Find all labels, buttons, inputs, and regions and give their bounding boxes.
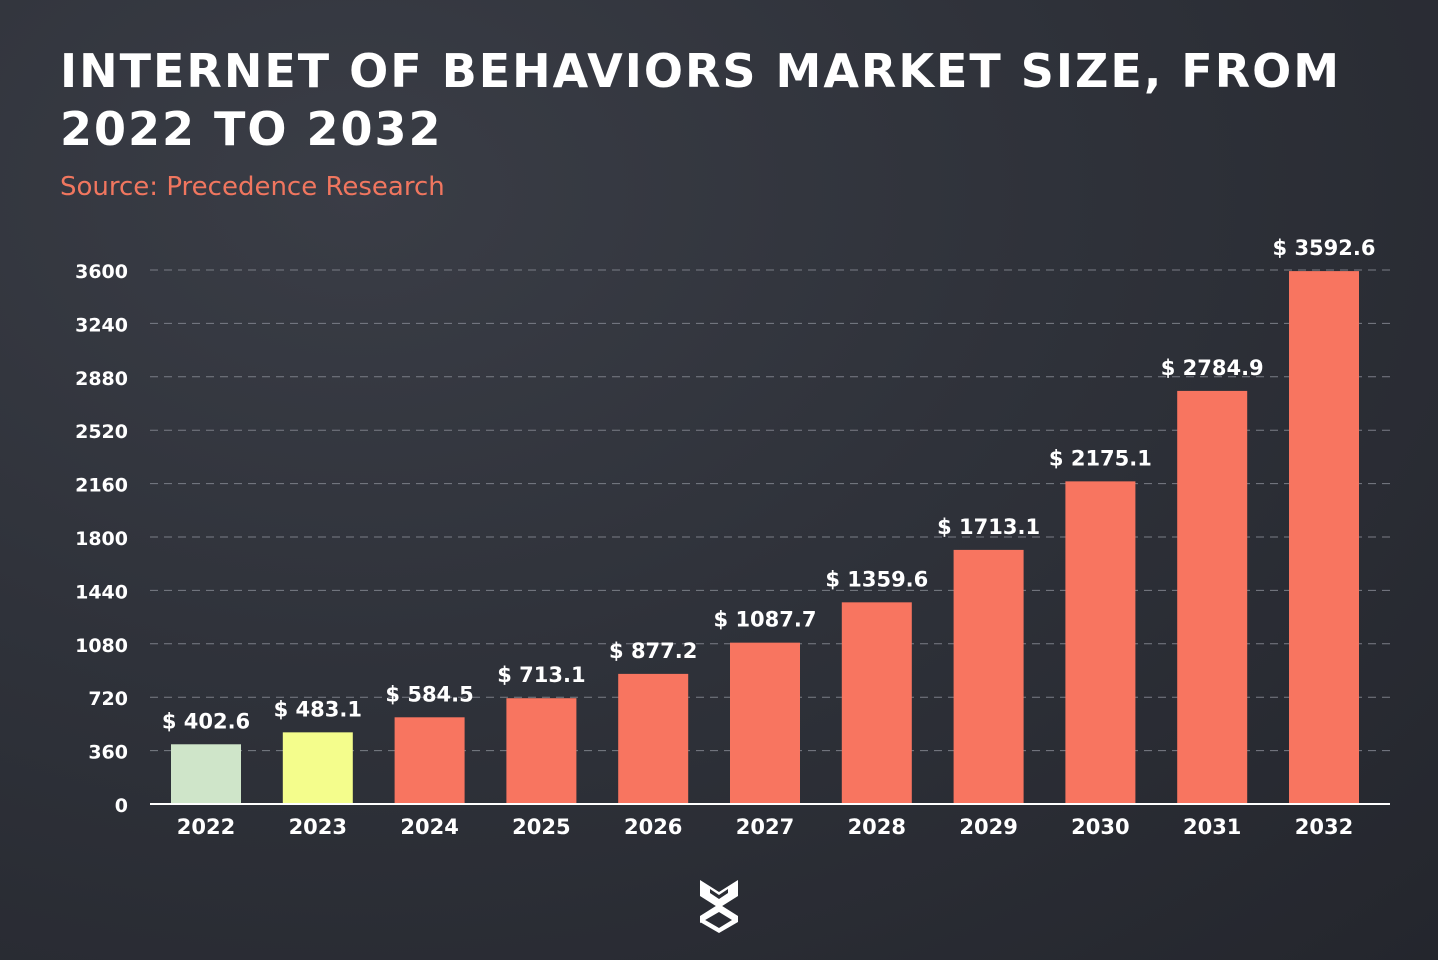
data-label-2031: $ 2784.9: [1161, 356, 1264, 380]
x-tick-label-2025: 2025: [512, 815, 570, 839]
y-tick-label: 1080: [75, 635, 128, 657]
data-label-2028: $ 1359.6: [825, 567, 928, 591]
y-tick-label: 2520: [75, 421, 128, 443]
y-axis-ticks: 0 360 720 1080 1440 1800 2160 2520 2880 3240 3600: [75, 261, 128, 817]
x-tick-label-2024: 2024: [400, 815, 458, 839]
y-tick-label: 2880: [75, 368, 128, 390]
bar-2026: [618, 673, 689, 804]
data-label-2024: $ 584.5: [385, 682, 473, 706]
bar-2029: [953, 549, 1024, 804]
y-tick-label: 2160: [75, 475, 128, 497]
data-label-2027: $ 1087.7: [714, 608, 817, 632]
chart-title: INTERNET OF BEHAVIORS MARKET SIZE, FROM …: [60, 44, 1342, 156]
x-tick-label-2030: 2030: [1071, 815, 1129, 839]
x-axis-ticks: 2022 2023 2024 2025 2026 2027 2028 2029 2030 2031…: [177, 815, 1353, 839]
bar-2025: [506, 698, 577, 804]
y-tick-label: 3240: [75, 314, 128, 336]
data-label-2026: $ 877.2: [609, 639, 697, 663]
bar-chart: 036072010801440180021602520288032403600 …: [75, 236, 1390, 839]
y-tick-label: 720: [88, 688, 128, 710]
data-label-2029: $ 1713.1: [937, 515, 1040, 539]
y-tick-label: 3600: [75, 261, 128, 283]
data-label-2023: $ 483.1: [274, 697, 362, 721]
bar-2031: [1177, 390, 1248, 804]
y-tick-label: 0: [115, 795, 128, 817]
bar-2030: [1065, 481, 1136, 804]
bar-2032: [1289, 271, 1359, 804]
x-tick-label-2028: 2028: [848, 815, 906, 839]
y-tick-label: 1800: [75, 528, 128, 550]
data-label-2032: $ 3592.6: [1273, 236, 1376, 260]
bar-2027: [730, 642, 800, 804]
data-labels: $ 402.6 $ 483.1 $ 584.5 $ 713.1 $ 877.2 $ 108…: [162, 236, 1376, 733]
x-tick-label-2026: 2026: [624, 815, 682, 839]
x-tick-label-2027: 2027: [736, 815, 794, 839]
x-tick-label-2029: 2029: [959, 815, 1017, 839]
x-tick-label-2032: 2032: [1295, 815, 1353, 839]
data-label-2030: $ 2175.1: [1049, 446, 1152, 470]
sm-logo-icon: [700, 880, 738, 933]
x-tick-label-2031: 2031: [1183, 815, 1241, 839]
bar-2023: [282, 732, 353, 804]
bar-2024: [394, 717, 465, 804]
source-note: Source: Precedence Research: [60, 172, 445, 202]
data-label-2022: $ 402.6: [162, 709, 250, 733]
x-tick-label-2022: 2022: [177, 815, 235, 839]
x-tick-label-2023: 2023: [289, 815, 347, 839]
bar-2022: [171, 744, 241, 804]
bar-2028: [841, 602, 912, 804]
y-tick-label: 1440: [75, 581, 128, 603]
bars: [171, 271, 1359, 804]
y-tick-label: 360: [88, 742, 128, 764]
data-label-2025: $ 713.1: [497, 663, 585, 687]
